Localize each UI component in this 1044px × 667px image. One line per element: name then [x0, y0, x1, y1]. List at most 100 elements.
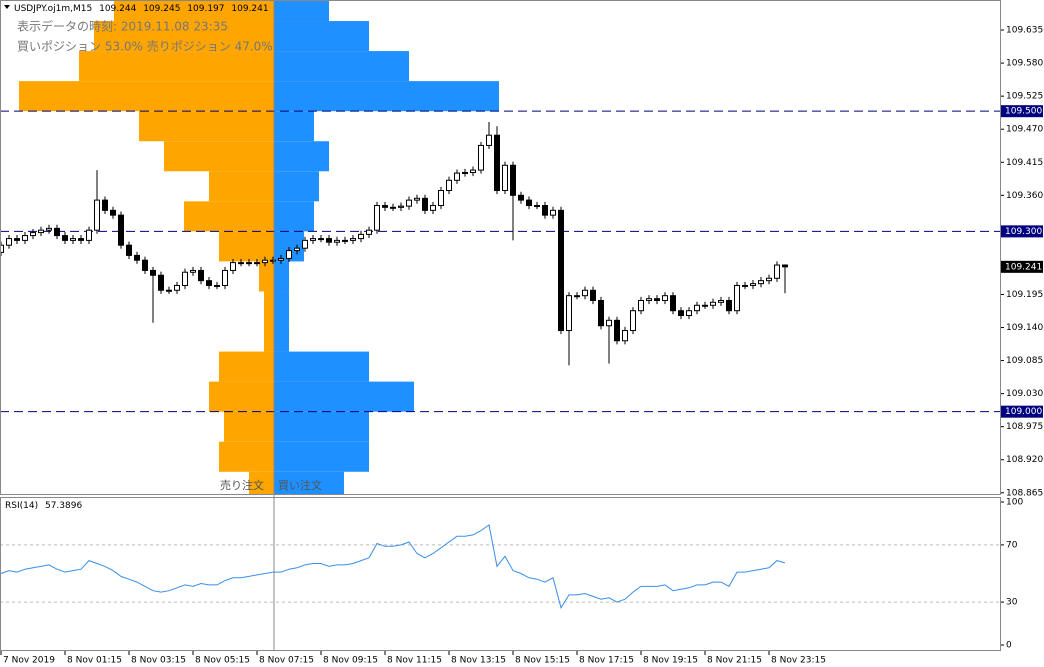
candle-body — [590, 289, 596, 301]
y-tick-label: 70 — [1006, 540, 1018, 550]
candle-body — [190, 269, 196, 273]
candle-body — [334, 239, 340, 243]
sell-order-bar — [249, 471, 274, 494]
y-tick-label: 108.975 — [1006, 422, 1043, 432]
menu-triangle[interactable] — [4, 5, 10, 9]
candle-body — [638, 299, 644, 312]
candle-body — [398, 205, 404, 208]
candle-body — [710, 301, 716, 306]
candle-body — [374, 205, 380, 231]
candle-body — [550, 209, 556, 216]
candle-body — [686, 310, 692, 317]
sell-order-bar — [219, 231, 274, 262]
sell-order-bar — [224, 411, 274, 442]
candle-body — [86, 229, 92, 241]
candle-body — [238, 262, 244, 265]
sell-order-bar — [19, 81, 274, 112]
y-tick-label: 109.030 — [1006, 389, 1043, 399]
candle-body — [62, 235, 68, 241]
x-tick-label: 8 Nov 13:15 — [451, 656, 506, 666]
price-line-label: 109.500 — [1005, 107, 1042, 117]
y-tick-label: 109.635 — [1006, 26, 1043, 36]
candle-body — [94, 199, 100, 231]
candle-body — [286, 250, 292, 259]
candle-body — [670, 295, 676, 312]
sell-order-bar — [219, 351, 274, 382]
close-value: 109.241 — [231, 4, 268, 14]
sell-order-bar — [139, 111, 274, 142]
price-panel — [0, 0, 1000, 494]
position-label: 買いポジション 53.0% 売りポジション 47.0% — [17, 39, 273, 54]
candle-body — [390, 206, 396, 209]
candle-body — [566, 295, 572, 332]
candle-body — [782, 264, 788, 268]
y-tick-label: 109.525 — [1006, 92, 1043, 102]
candle-body — [726, 299, 732, 312]
buy-order-bar — [274, 171, 319, 202]
y-tick-label: 109.360 — [1006, 191, 1043, 201]
time-label: 表示データの時刻: 2019.11.08 23:35 — [17, 19, 228, 34]
candle-body — [502, 164, 508, 192]
candle-body — [254, 262, 260, 265]
open-value: 109.244 — [99, 4, 136, 14]
buy-order-bar — [274, 321, 289, 352]
candle-body — [406, 199, 412, 207]
price-frame — [0, 0, 1001, 495]
x-tick-label: 8 Nov 05:15 — [195, 656, 250, 666]
candle-body — [158, 274, 164, 291]
candle-body — [318, 238, 324, 241]
candle-body — [462, 171, 468, 174]
candle-body — [222, 269, 228, 286]
candle-body — [46, 227, 52, 231]
candle-body — [574, 295, 580, 298]
buy-order-bar — [274, 21, 369, 52]
candle-body — [278, 257, 284, 261]
x-tick-label: 8 Nov 15:15 — [515, 656, 570, 666]
sell-order-bar — [114, 0, 274, 22]
candle-body — [270, 259, 276, 262]
candle-body — [134, 254, 140, 261]
candle-body — [350, 238, 356, 241]
candle-body — [70, 238, 76, 241]
candle-body — [150, 269, 156, 276]
y-tick-label: 109.580 — [1006, 59, 1043, 69]
y-tick-label: 30 — [1006, 598, 1018, 608]
buy-order-bar — [274, 201, 314, 232]
candle-body — [526, 199, 532, 207]
rsi-line — [0, 524, 786, 610]
x-tick-label: 8 Nov 07:15 — [259, 656, 314, 666]
sell-order-bar — [264, 321, 274, 352]
candle-body — [766, 277, 772, 282]
last-price-label: 109.241 — [1005, 262, 1042, 272]
candle-body — [718, 299, 724, 303]
candle-body — [494, 134, 500, 192]
sell-order-bar — [184, 201, 274, 232]
sell-order-bar — [259, 261, 274, 292]
candle-body — [702, 304, 708, 307]
x-tick-label: 8 Nov 21:15 — [707, 656, 762, 666]
sell-order-bar — [264, 291, 274, 322]
candle-body — [470, 169, 476, 173]
candle-body — [486, 134, 492, 146]
candle-body — [246, 262, 252, 265]
candle-body — [438, 190, 444, 207]
candle-body — [142, 259, 148, 271]
low-value: 109.197 — [187, 4, 224, 14]
y-tick-label: 0 — [1006, 640, 1012, 650]
rsi-header: RSI(14) 57.3896 — [5, 501, 82, 511]
candle-body — [38, 229, 44, 234]
candle-body — [630, 310, 636, 332]
y-tick-label: 109.140 — [1006, 323, 1043, 333]
candle-body — [558, 209, 564, 332]
candle-body — [694, 304, 700, 312]
chart-header: USDJPY.oj1m,M15 109.244 109.245 109.197 … — [14, 4, 269, 14]
y-tick-label: 109.195 — [1006, 290, 1043, 300]
buy-order-bar — [274, 381, 414, 412]
x-tick-label: 8 Nov 01:15 — [67, 656, 122, 666]
candle-body — [430, 205, 436, 211]
candle-body — [310, 238, 316, 241]
candle-body — [198, 269, 204, 282]
candle-body — [534, 205, 540, 208]
candle-body — [358, 233, 364, 240]
